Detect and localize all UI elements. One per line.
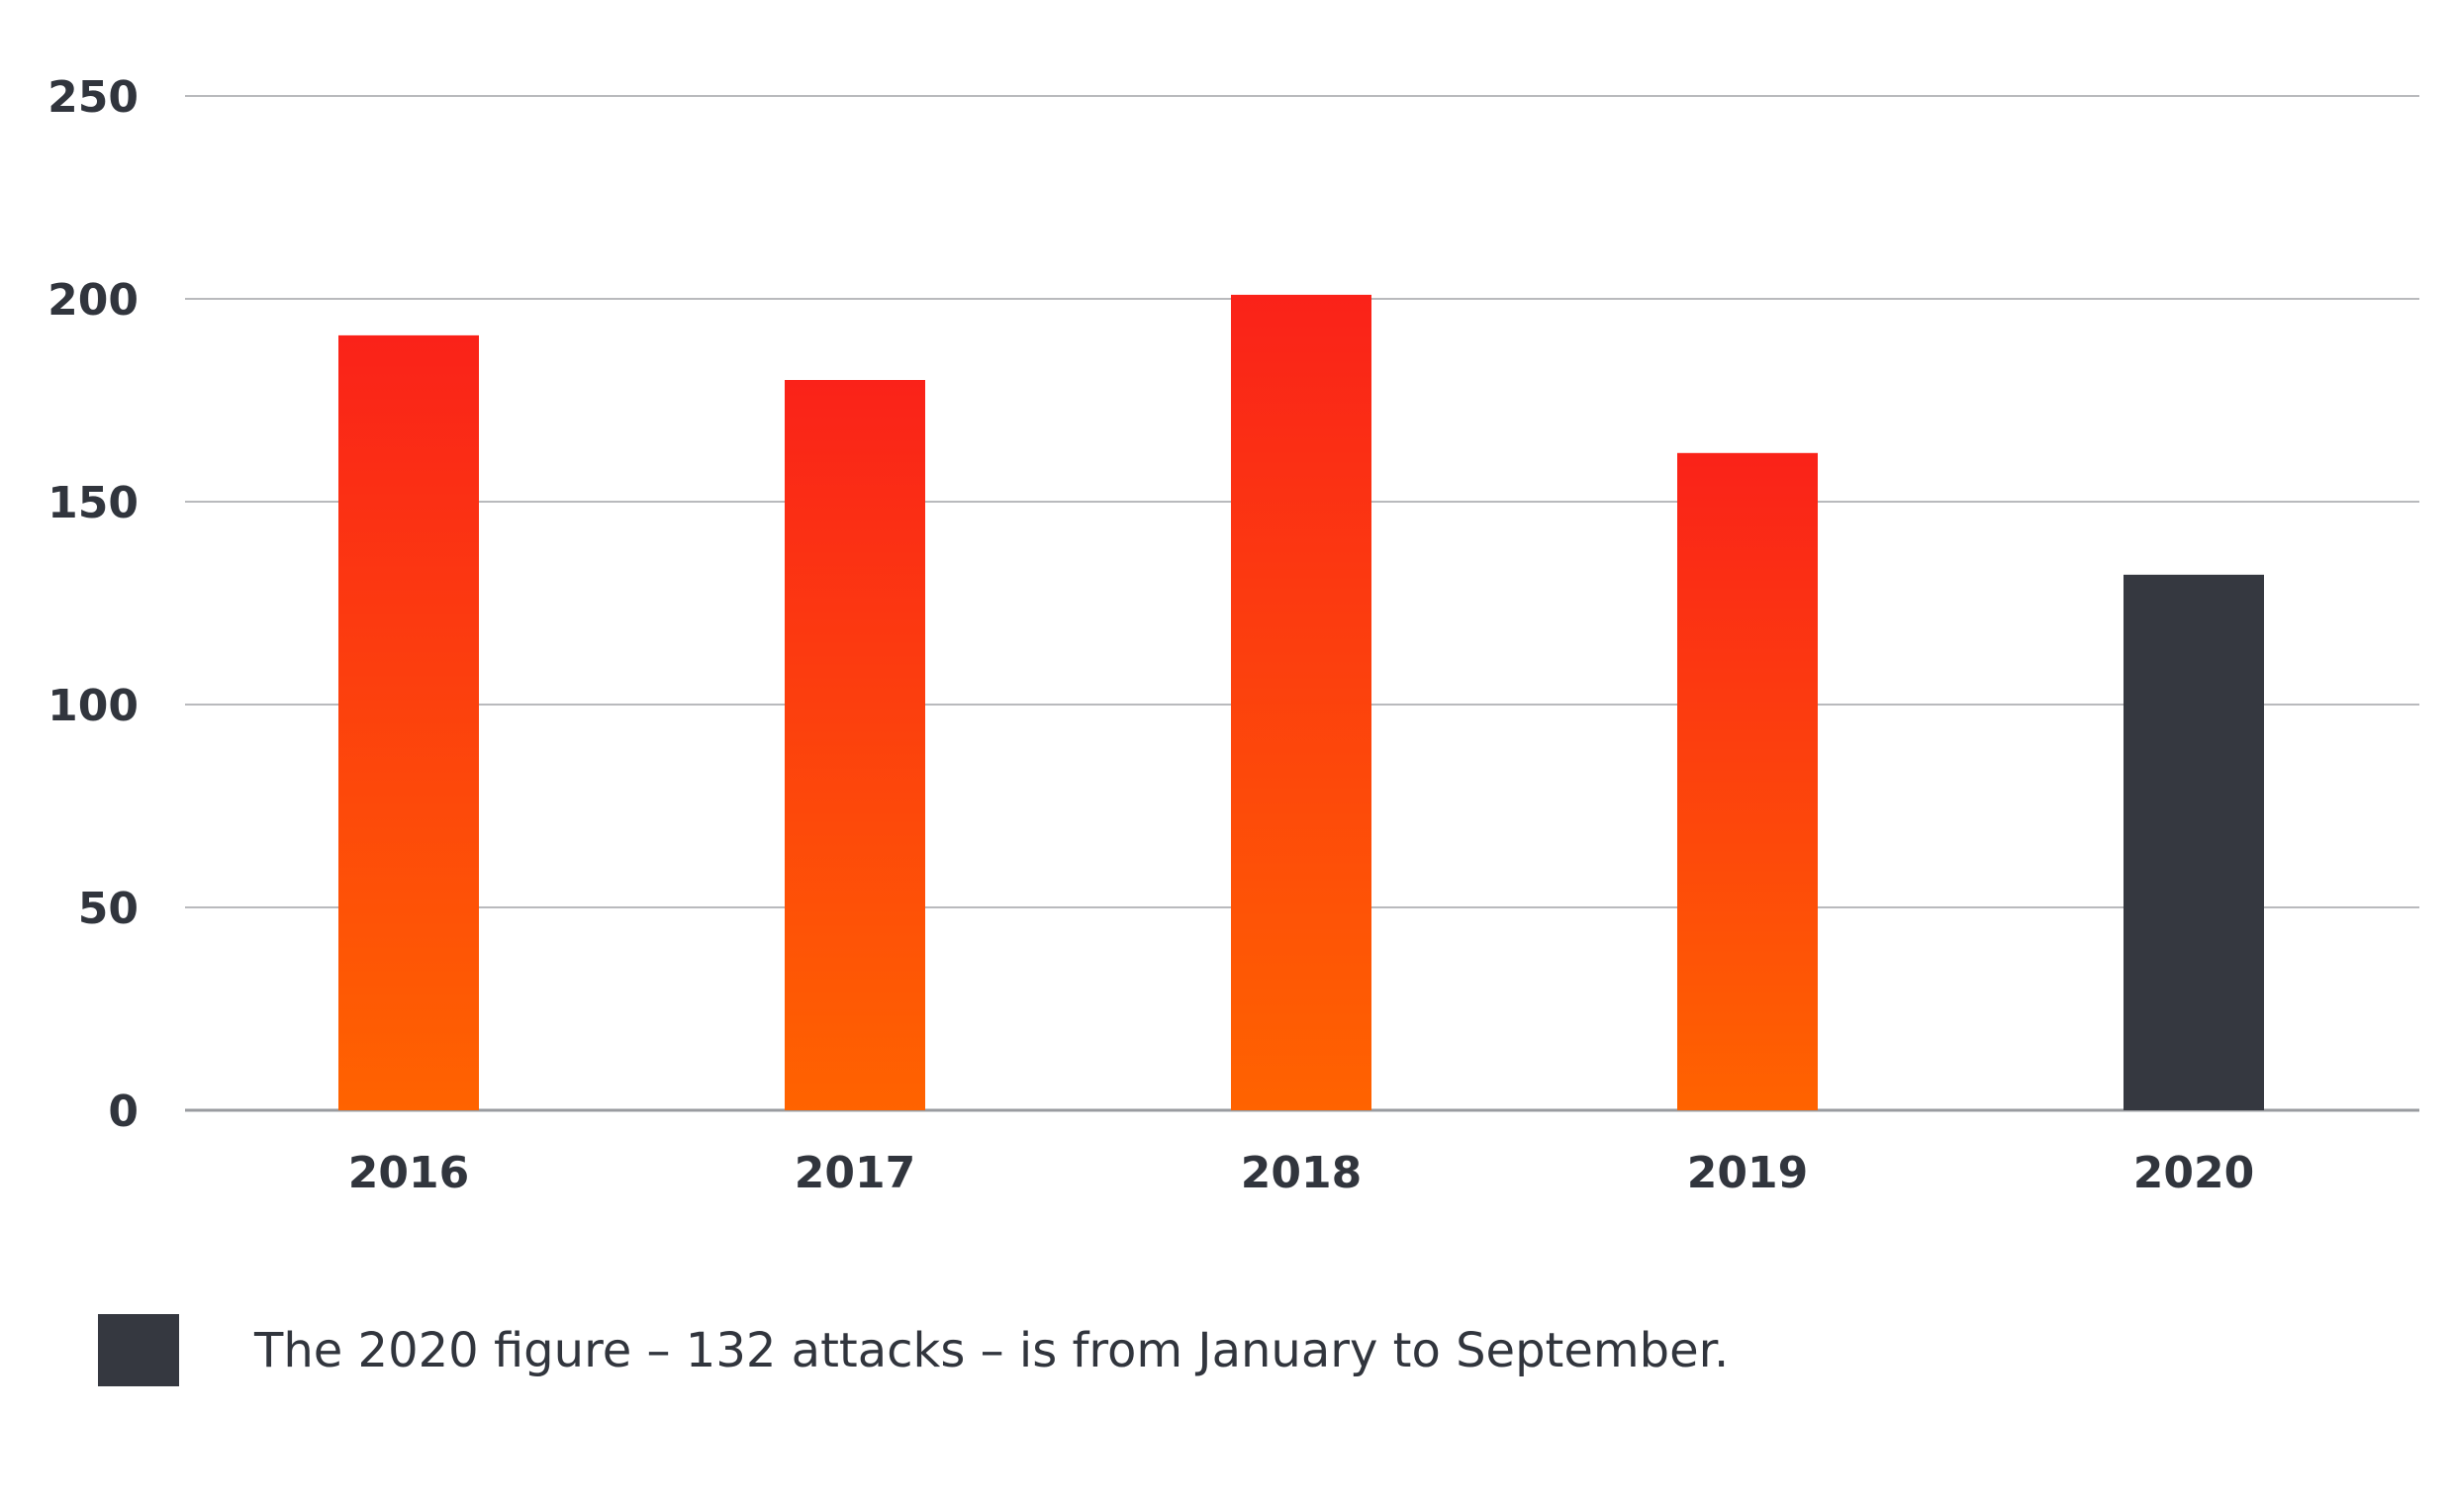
y-axis-ticks: 0 50 100 150 200 250 (47, 72, 139, 1137)
bar-2019 (1677, 452, 1818, 1110)
x-tick-label-2020: 2020 (2133, 1148, 2254, 1198)
y-tick-label: 0 (108, 1087, 139, 1137)
bar-chart: 0 50 100 150 200 250 2016 2017 2018 2019 2020 (47, 72, 2419, 1198)
y-tick-label: 150 (47, 478, 139, 528)
bar-2016 (338, 334, 479, 1110)
bar-2017 (785, 380, 925, 1110)
x-axis-ticks: 2016 2017 2018 2019 2020 (348, 1148, 2254, 1198)
x-tick-label-2019: 2019 (1687, 1148, 1808, 1198)
legend-swatch (98, 1314, 179, 1386)
y-tick-label: 250 (47, 72, 139, 123)
x-tick-label-2017: 2017 (795, 1148, 915, 1198)
y-tick-label: 100 (47, 681, 139, 731)
bar-2020 (2124, 574, 2264, 1110)
legend-text: The 2020 figure – 132 attacks – is from … (254, 1322, 1730, 1378)
x-tick-label-2016: 2016 (348, 1148, 469, 1198)
y-tick-label: 200 (47, 275, 139, 326)
legend: The 2020 figure – 132 attacks – is from … (98, 1314, 1729, 1386)
bar-2018 (1231, 294, 1371, 1110)
y-tick-label: 50 (78, 884, 139, 934)
x-tick-label-2018: 2018 (1241, 1148, 1362, 1198)
bars (338, 294, 2264, 1110)
